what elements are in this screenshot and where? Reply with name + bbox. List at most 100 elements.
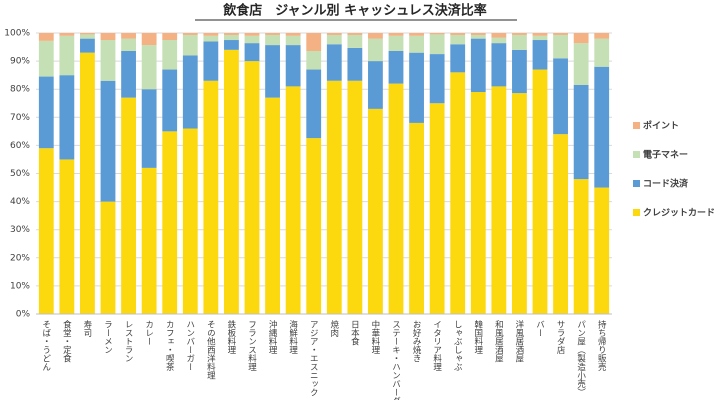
x-tick-label: 海鮮料理 xyxy=(288,319,298,354)
bar-segment xyxy=(491,37,507,44)
bar-segment xyxy=(450,44,466,73)
bar-segment xyxy=(244,35,260,44)
bar-segment xyxy=(594,187,610,314)
bar-segment xyxy=(512,49,527,94)
y-tick-label: 70% xyxy=(10,113,30,123)
bar-segment xyxy=(162,40,178,70)
x-tick-label: しゃぶしゃぶ xyxy=(452,320,462,371)
bar-segment xyxy=(429,34,445,55)
bar-segment xyxy=(285,45,301,87)
bar-segment xyxy=(224,49,239,315)
x-tick-label: 焼肉 xyxy=(329,320,339,337)
legend-swatch xyxy=(633,209,640,216)
x-tick-label: 持ち帰り販売 xyxy=(596,319,606,372)
bar-segment xyxy=(429,54,445,104)
x-tick-label: ハンバーガー xyxy=(185,320,195,371)
bar-segment xyxy=(347,33,363,35)
bar-segment xyxy=(244,43,260,62)
bar-segment xyxy=(532,40,548,70)
y-tick-label: 50% xyxy=(10,169,30,179)
bar-segment xyxy=(59,159,75,314)
bar-segment xyxy=(409,52,424,123)
bar-segment xyxy=(203,35,219,42)
y-tick-label: 20% xyxy=(10,253,30,263)
x-tick-label: お好み焼き xyxy=(411,320,421,363)
x-tick-label: パン屋（製造小売） xyxy=(576,320,586,397)
bar-segment xyxy=(285,35,301,46)
bar-segment xyxy=(182,33,198,35)
x-tick-label: バー xyxy=(535,320,545,337)
bar-segment xyxy=(141,33,157,46)
bar-segment xyxy=(450,72,466,314)
x-tick-label: その他西洋料理 xyxy=(205,320,215,380)
bar-segment xyxy=(409,35,424,53)
bar-segment xyxy=(512,34,527,50)
x-tick-label: 洋風居酒屋 xyxy=(514,319,524,363)
bar-segment xyxy=(450,34,466,45)
bar-segment xyxy=(491,33,507,38)
bar-segment xyxy=(470,38,486,93)
bar-segment xyxy=(388,33,404,36)
x-tick-label: 沖縄料理 xyxy=(267,319,277,354)
bar-segment xyxy=(265,97,280,314)
bar-segment xyxy=(38,148,54,314)
bar-segment xyxy=(306,33,322,51)
bar-segment xyxy=(80,38,95,53)
bar-segment xyxy=(141,45,157,90)
x-tick-label: サラダ店 xyxy=(555,320,565,355)
x-tick-label: そば・うどん xyxy=(41,320,51,371)
bar-segment xyxy=(573,33,589,44)
bar-segment xyxy=(265,33,280,35)
bar-segment xyxy=(347,47,363,81)
bar-segment xyxy=(326,33,342,35)
bar-segment xyxy=(573,179,589,314)
bar-segment xyxy=(141,167,157,314)
legend-text: クレジットカード xyxy=(643,208,715,219)
bar-segment xyxy=(141,89,157,168)
bar-segment xyxy=(38,76,54,149)
x-tick-label: ステーキ・ハンバーグ xyxy=(391,320,401,400)
bar-segment xyxy=(203,41,219,81)
y-tick-label: 0% xyxy=(16,310,31,320)
bar-segment xyxy=(553,134,568,314)
bar-segment xyxy=(80,34,95,39)
y-tick-label: 60% xyxy=(10,141,30,151)
bar-segment xyxy=(224,34,239,41)
bar-segment xyxy=(306,69,322,139)
bar-segment xyxy=(38,33,54,41)
bar-segment xyxy=(265,45,280,98)
x-tick-label: レストラン xyxy=(123,320,133,363)
bar-segment xyxy=(285,86,301,314)
y-tick-label: 10% xyxy=(10,281,30,291)
bar-segment xyxy=(388,35,404,51)
bar-segment xyxy=(121,33,136,39)
bar-segment xyxy=(512,33,527,35)
bar-segment xyxy=(306,50,322,70)
x-tick-label: 食堂・定食 xyxy=(61,319,71,363)
bar-segment xyxy=(100,40,116,81)
bar-segment xyxy=(532,35,548,41)
bar-segment xyxy=(409,122,424,314)
bar-segment xyxy=(182,128,198,314)
bar-segment xyxy=(38,40,54,77)
x-tick-label: イタリア料理 xyxy=(432,320,442,371)
bar-segment xyxy=(470,33,486,35)
bar-segment xyxy=(388,83,404,314)
x-tick-label: 鉄板料理 xyxy=(226,319,236,354)
bar-segment xyxy=(347,34,363,48)
legend-swatch xyxy=(633,151,640,158)
bar-segment xyxy=(59,75,75,160)
bar-segment xyxy=(326,80,342,315)
bar-segment xyxy=(409,33,424,36)
bar-segment xyxy=(326,44,342,81)
bar-segment xyxy=(244,33,260,36)
x-tick-label: ラーメン xyxy=(103,320,113,354)
bar-segment xyxy=(224,40,239,50)
bar-segment xyxy=(285,33,301,36)
bar-segment xyxy=(450,33,466,35)
bar-segment xyxy=(429,33,445,35)
bar-segment xyxy=(368,38,383,62)
bar-segment xyxy=(594,66,610,188)
x-tick-label: 寿司 xyxy=(82,319,92,337)
bar-segment xyxy=(594,38,610,67)
